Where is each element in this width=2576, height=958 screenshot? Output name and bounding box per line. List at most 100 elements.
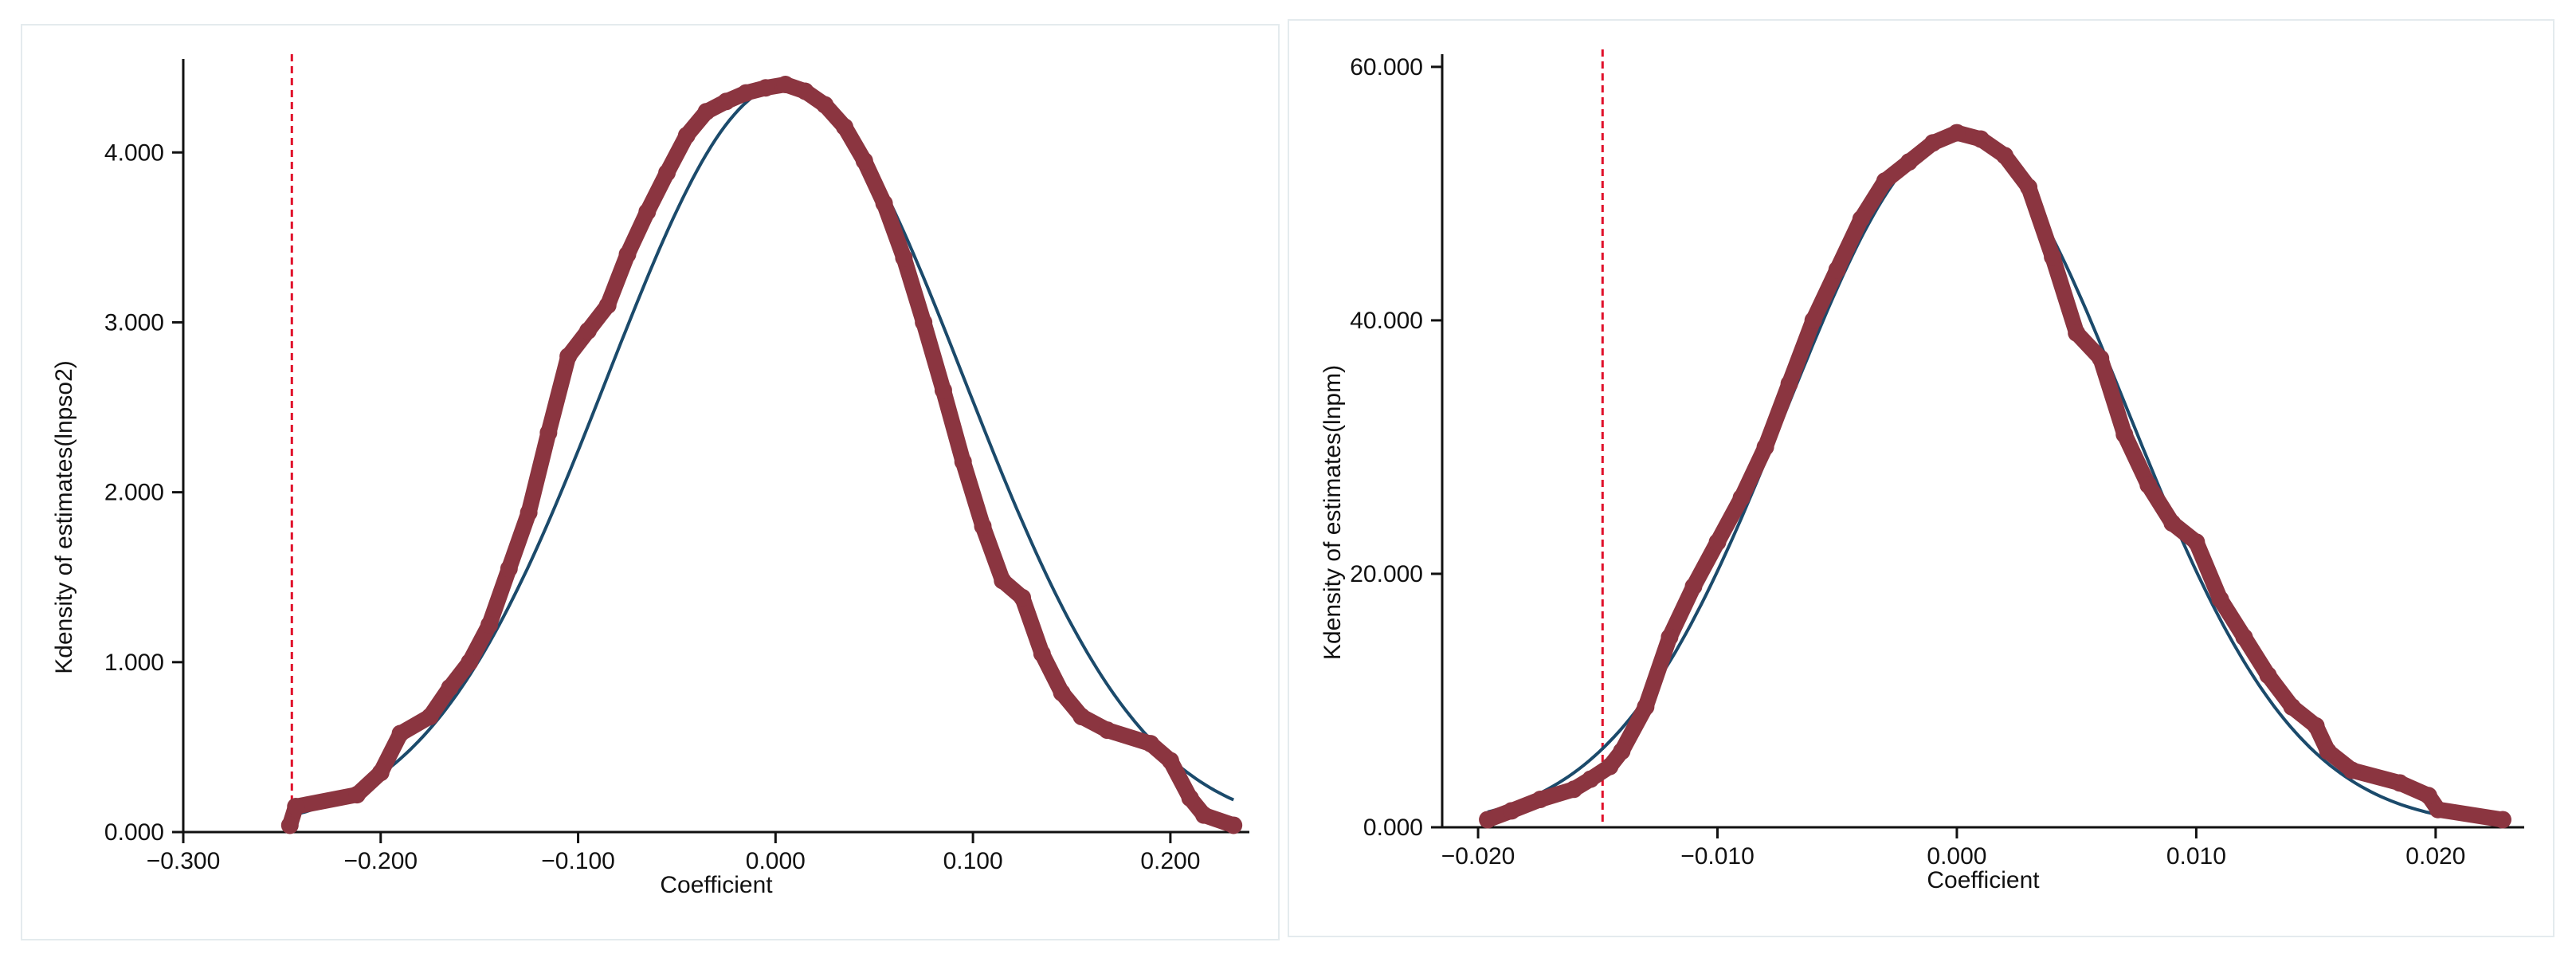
x-tick-label: 0.020	[2405, 843, 2465, 870]
kernel-density-point	[2235, 628, 2253, 646]
kernel-density-point	[1996, 147, 2014, 165]
kernel-density-point	[1852, 210, 1870, 228]
y-axis-title: Kdensity of estimates(lnpso2)	[51, 360, 77, 674]
kernel-density-point	[1161, 752, 1179, 770]
kernel-density-point	[1780, 375, 1798, 393]
kernel-density-point	[348, 786, 367, 804]
kernel-density-point	[2419, 787, 2437, 805]
kernel-density-point	[2115, 426, 2134, 444]
kernel-density-point	[2429, 800, 2447, 819]
kernel-density-point	[1142, 735, 1160, 753]
kernel-density-point	[1181, 789, 1199, 807]
kernel-density-point	[2259, 666, 2277, 685]
kernel-density-point	[1732, 489, 1751, 507]
kernel-density-point	[2493, 811, 2511, 829]
y-axis-title: Kdensity of estimates(lnpm)	[1319, 365, 1346, 660]
kernel-density-point	[1479, 811, 1497, 829]
kernel-density-point	[2139, 476, 2158, 494]
kernel-density-point	[1876, 172, 1894, 190]
kernel-density-point	[1756, 438, 1774, 456]
kernel-density-point	[677, 126, 696, 144]
kernel-density-point	[994, 571, 1012, 590]
kernel-density-point	[855, 151, 873, 170]
x-tick-label: −0.100	[541, 848, 615, 874]
kernel-density-point	[1947, 124, 1966, 142]
kernel-density-point	[2044, 248, 2062, 266]
kernel-density-point	[1582, 770, 1600, 788]
kernel-density-point	[2020, 178, 2038, 196]
kernel-density-point	[1531, 791, 1550, 809]
x-tick-label: 0.000	[746, 848, 806, 874]
chart-panel-lnpso2: 0.000 1.000 2.000 3.000 4.000 −0.300 −0.200 −0.…	[21, 24, 1280, 940]
kernel-density-point	[1503, 802, 1521, 820]
kernel-density-point	[737, 84, 755, 102]
kernel-density-point	[697, 103, 716, 121]
kernel-density-point	[1072, 708, 1091, 726]
kernel-density-point	[2283, 697, 2301, 716]
kernel-density-point	[1601, 757, 1619, 775]
kernel-density-point	[1225, 816, 1243, 834]
kernel-density-point	[500, 559, 518, 578]
kernel-density-point	[875, 194, 893, 213]
y-tick-label: 0.000	[1363, 815, 1423, 841]
kernel-density-point	[280, 816, 299, 834]
kernel-density-point	[2068, 324, 2086, 342]
chart-panel-lnpm: 0.000 20.000 40.000 60.000 −0.020 −0.010 0.000…	[1288, 19, 2554, 937]
kernel-density-point	[441, 678, 459, 697]
y-tick-label: 4.000	[104, 139, 164, 166]
kernel-density-point	[461, 653, 479, 671]
kernel-density-point	[1804, 311, 1822, 329]
kernel-density-point	[954, 453, 972, 471]
kernel-density-point	[421, 708, 439, 726]
y-tick-label: 3.000	[104, 309, 164, 336]
kernel-density-point	[2343, 761, 2361, 779]
x-axis-title: Coefficient	[660, 872, 773, 898]
kernel-density-point	[658, 163, 676, 182]
kernel-density-point	[1613, 742, 1631, 760]
y-tick-label: 0.000	[104, 819, 164, 846]
kernel-density-point	[578, 322, 597, 340]
kernel-density-point	[559, 347, 578, 366]
kernel-density-point	[915, 313, 933, 332]
kernel-density-point	[2307, 717, 2325, 735]
kernel-density-point	[2390, 774, 2409, 792]
y-tick-label: 20.000	[1350, 561, 1423, 587]
kernel-density-point	[1923, 134, 1942, 152]
kernel-density-point	[1033, 645, 1051, 663]
y-tick-label: 2.000	[104, 480, 164, 506]
x-tick-label: −0.010	[1680, 843, 1755, 870]
x-tick-label: 0.100	[943, 848, 1003, 874]
kernel-density-point	[836, 118, 854, 136]
y-tick-label: 40.000	[1350, 308, 1423, 334]
kernel-density-point	[2163, 514, 2182, 532]
kernel-density-point	[1900, 153, 1918, 171]
kernel-density-point	[2319, 742, 2337, 760]
kernel-density-point	[1014, 588, 1032, 607]
kernel-density-point	[598, 296, 617, 315]
kernel-density-point	[2187, 533, 2205, 552]
kdensity-chart-lnpso2: 0.000 1.000 2.000 3.000 4.000 −0.300 −0.200 −0.…	[51, 54, 1249, 898]
kernel-density-point	[934, 381, 952, 399]
kernel-density-point	[756, 79, 774, 97]
x-tick-label: 0.000	[1927, 843, 1986, 870]
kernel-density-band	[1480, 124, 2511, 828]
x-tick-label: −0.020	[1441, 843, 1515, 870]
y-tick-label: 1.000	[104, 650, 164, 676]
kernel-density-point	[1684, 577, 1703, 595]
kernel-density-point	[2092, 349, 2110, 367]
kdensity-chart-lnpm: 0.000 20.000 40.000 60.000 −0.020 −0.010 0.000…	[1319, 49, 2524, 893]
x-tick-label: −0.300	[147, 848, 221, 874]
kernel-density-point	[816, 96, 834, 114]
kernel-density-point	[371, 764, 390, 782]
kernel-density-point	[776, 75, 794, 93]
kernel-density-point	[618, 245, 637, 264]
kernel-density-point	[796, 82, 814, 100]
kernel-density-point	[1971, 130, 1990, 148]
kernel-density-point	[638, 202, 657, 221]
kernel-density-point	[1828, 261, 1846, 279]
kernel-density-point	[391, 724, 410, 743]
kernel-density-point	[895, 249, 913, 267]
kernel-density-point	[1660, 628, 1679, 646]
x-tick-label: 0.010	[2166, 843, 2226, 870]
kernel-density-point	[539, 424, 558, 442]
